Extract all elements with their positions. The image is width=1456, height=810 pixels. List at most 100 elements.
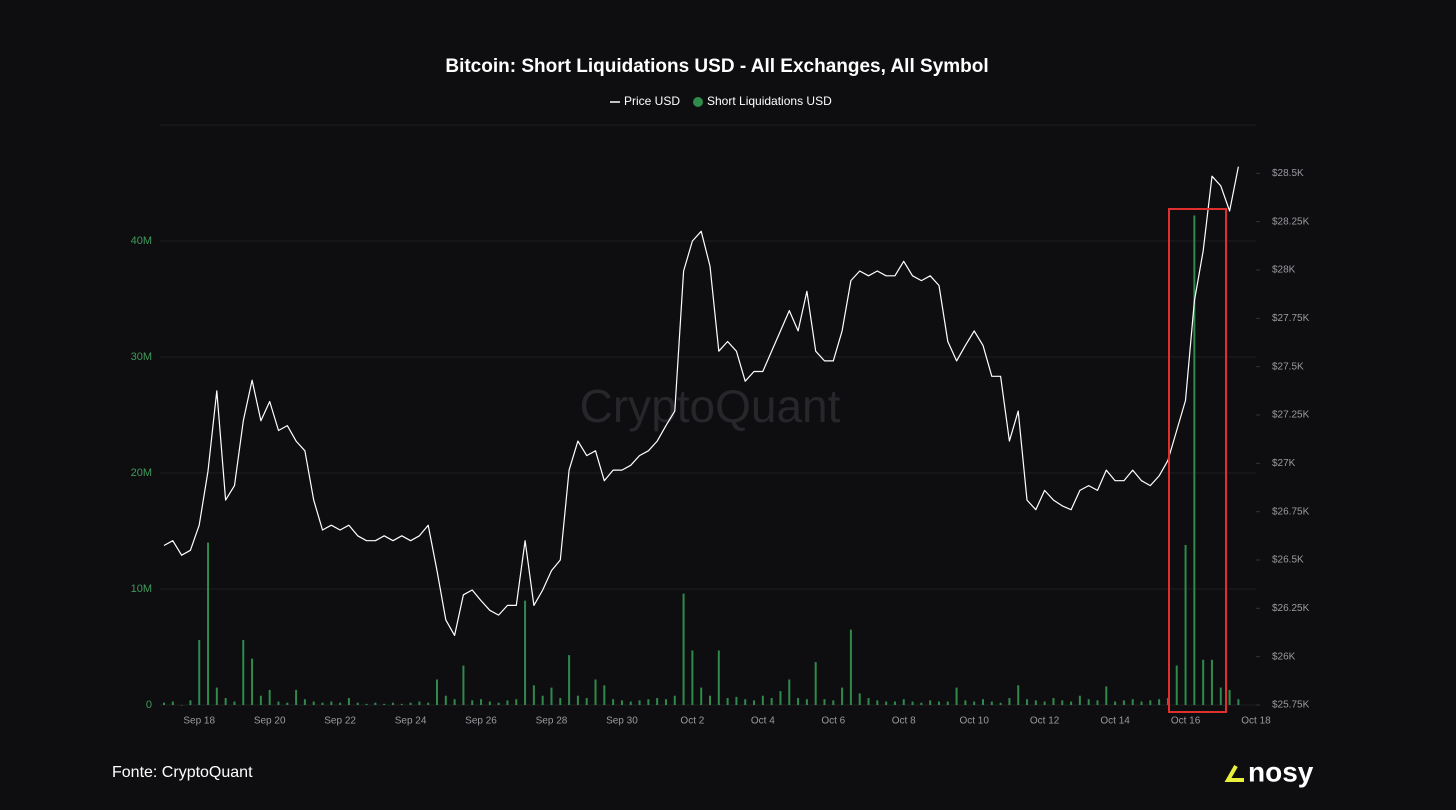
legend: Price USD Short Liquidations USD (610, 94, 832, 108)
liquidation-bar (858, 693, 861, 705)
liquidation-bar (427, 702, 430, 705)
liquidation-bar (823, 699, 826, 705)
liquidation-bar (1105, 686, 1108, 705)
liquidation-bar (198, 640, 201, 705)
liquidation-bar (418, 701, 421, 705)
liquidation-bar (1078, 695, 1081, 705)
liquidation-bar (1026, 699, 1029, 705)
liquidation-bar (339, 702, 342, 705)
liquidation-bar (391, 702, 394, 705)
y2-tick-label: $26K (1272, 651, 1296, 662)
x-tick-label: Sep 22 (324, 716, 356, 727)
liquidation-bar (779, 691, 782, 705)
liquidation-bar (506, 700, 509, 705)
liquidation-bar (1140, 701, 1143, 705)
y2-tick-label: $25.75K (1272, 700, 1310, 711)
x-tick-label: Oct 12 (1030, 716, 1060, 727)
x-tick-label: Sep 20 (254, 716, 286, 727)
liquidation-bar (717, 650, 720, 705)
y2-tick-label: $26.25K (1272, 603, 1310, 614)
liquidation-bar (797, 698, 800, 705)
liquidation-bar (1175, 665, 1178, 705)
liquidation-bar (1210, 659, 1213, 705)
liquidation-bar (929, 700, 932, 705)
liquidation-bar (629, 701, 632, 705)
liquidation-bar (849, 629, 852, 705)
brand-logo: nosy (1248, 756, 1314, 787)
liquidation-bar (189, 700, 192, 705)
legend-dot-swatch (693, 97, 703, 107)
y-tick-label: 40M (131, 235, 152, 247)
liquidation-bar (656, 698, 659, 705)
liquidation-bar (559, 698, 562, 705)
liquidation-bar (1149, 700, 1152, 705)
liquidation-bar (374, 702, 377, 705)
liquidation-bar (1061, 700, 1064, 705)
liquidation-bar (638, 700, 641, 705)
liquidation-bar (242, 640, 245, 705)
liquidation-bar (295, 689, 298, 705)
liquidation-bar (1008, 698, 1011, 705)
liquidation-bar (444, 695, 447, 705)
x-tick-label: Oct 10 (959, 716, 989, 727)
liquidation-bar (576, 695, 579, 705)
liquidation-bar (841, 687, 844, 705)
liquidation-bar (532, 685, 535, 705)
liquidation-bar (1237, 699, 1240, 705)
liquidation-bar (682, 593, 685, 705)
x-tick-label: Sep 28 (536, 716, 568, 727)
liquidation-bar (1228, 689, 1231, 705)
source-note: Fonte: CryptoQuant (112, 764, 253, 781)
liquidation-bar (1087, 699, 1090, 705)
x-tick-label: Sep 30 (606, 716, 638, 727)
liquidation-bar (726, 698, 729, 705)
liquidation-bar (620, 700, 623, 705)
liquidation-bar (330, 701, 333, 705)
liquidation-bar (603, 685, 606, 705)
liquidation-bar (180, 705, 183, 706)
y2-tick-label: $27.5K (1272, 361, 1304, 372)
liquidation-bar (814, 662, 817, 705)
price-line (163, 166, 1239, 636)
x-tick-label: Oct 6 (821, 716, 845, 727)
y2-tick-label: $28.5K (1272, 168, 1304, 179)
liquidation-bar (515, 699, 518, 705)
liquidation-bar (955, 687, 958, 705)
liquidation-bar (673, 695, 676, 705)
liquidation-bar (453, 699, 456, 705)
liquidation-bar (973, 701, 976, 705)
liquidation-bar (356, 702, 359, 705)
liquidation-bar (911, 701, 914, 705)
liquidation-bar (1131, 699, 1134, 705)
brand-icon (1224, 765, 1244, 782)
y2-tick-label: $28.25K (1272, 216, 1310, 227)
x-tick-label: Sep 26 (465, 716, 497, 727)
liquidation-bar (524, 600, 527, 705)
liquidation-bar (761, 695, 764, 705)
liquidation-bar (550, 687, 553, 705)
liquidation-bar (893, 701, 896, 705)
highlight-box (1168, 208, 1227, 713)
liquidation-bar (488, 701, 491, 705)
liquidation-bar (303, 699, 306, 705)
liquidation-bar (1114, 701, 1117, 705)
liquidation-bar (251, 658, 254, 705)
liquidation-bar (1017, 685, 1020, 705)
liquidation-bar (224, 698, 227, 705)
legend-label: Short Liquidations USD (707, 94, 832, 108)
liquidation-bar (832, 700, 835, 705)
liquidation-bar (1166, 698, 1169, 705)
liquidation-bar (982, 699, 984, 705)
liquidation-bar (1070, 701, 1073, 705)
watermark: CryptoQuant (580, 380, 841, 432)
liquidation-bar (585, 698, 588, 705)
liquidation-bar (215, 687, 218, 705)
liquidation-bar (1052, 698, 1055, 705)
liquidation-bar (885, 701, 888, 705)
x-tick-label: Oct 16 (1171, 716, 1201, 727)
y-tick-label: 0 (146, 699, 152, 711)
chart-title: Bitcoin: Short Liquidations USD - All Ex… (445, 56, 988, 77)
liquidation-bar (691, 650, 694, 705)
liquidation-bar (1043, 701, 1046, 705)
y2-tick-label: $27K (1272, 458, 1296, 469)
